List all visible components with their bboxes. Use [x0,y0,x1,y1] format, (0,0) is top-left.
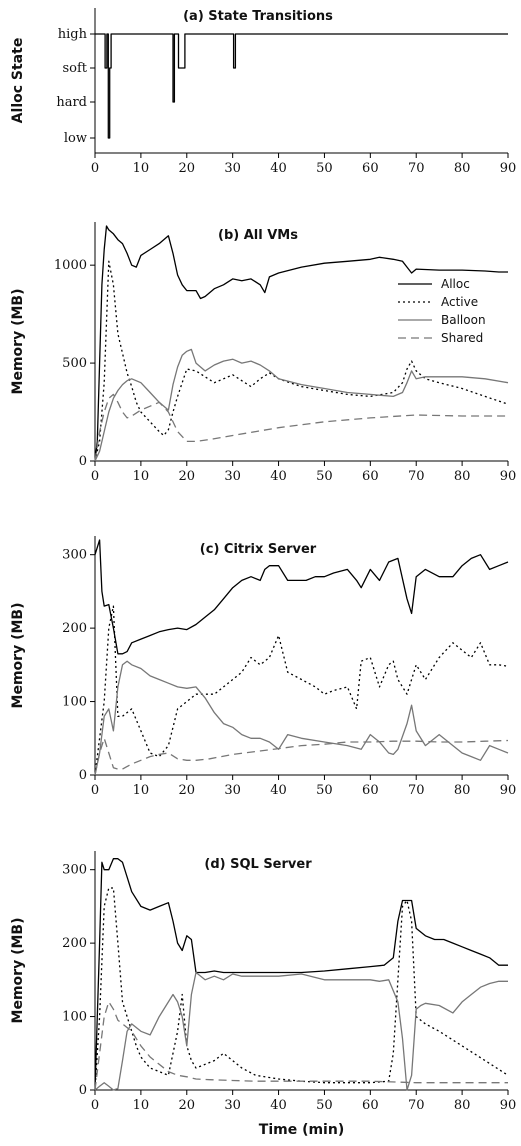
chart-title: (c) Citrix Server [200,542,317,557]
y-axis-label: Memory (MB) [10,603,26,709]
legend-label-balloon: Balloon [441,313,486,327]
series-line-balloon [94,971,508,1091]
x-tick-label: 70 [408,1098,425,1113]
panel-d: 0 10 20 30 40 50 60 70 80 90 0 100 200 300 Memory (MB)… [10,851,516,1138]
x-tick-label: 50 [316,161,333,176]
x-tick-label: 50 [316,1098,333,1113]
x-tick-label: 80 [454,161,471,176]
series-line-shared [94,393,508,462]
x-axis-label: Time (min) [259,1122,344,1138]
chart-title: (d) SQL Server [204,857,312,872]
x-tick-label: 80 [454,783,471,798]
x-tick-label: 60 [362,469,379,484]
y-tick-label: 0 [79,768,87,783]
x-tick-label: 50 [316,783,333,798]
series-line-balloon [94,660,509,776]
y-tick-label: 200 [62,621,87,636]
x-tick-label: 50 [316,469,333,484]
y-axis-label: Memory (MB) [10,289,26,395]
x-tick-label: 80 [454,469,471,484]
panel-a: 0 10 20 30 40 50 60 70 80 90 low hard soft high Alloc … [10,8,516,176]
x-tick-label: 30 [224,1098,241,1113]
x-tick-label: 10 [133,161,150,176]
x-tick-label: 10 [133,469,150,484]
x-tick-label: 90 [500,783,517,798]
series-line-alloc [94,225,508,462]
y-tick-label: low [64,131,87,146]
x-tick-label: 90 [500,1098,517,1113]
y-axis-label: Memory (MB) [10,918,26,1024]
x-tick-label: 40 [270,783,287,798]
x-tick-label: 90 [500,469,517,484]
y-tick-label: 100 [62,695,87,710]
x-tick-label: 20 [179,161,196,176]
y-tick-label: 0 [79,454,87,469]
x-tick-label: 90 [500,161,517,176]
series-line-alloc [94,858,508,1091]
series-line-active [94,605,509,776]
x-tick-label: 20 [179,469,196,484]
x-tick-label: 40 [270,469,287,484]
x-tick-label: 60 [362,1098,379,1113]
y-tick-label: 300 [62,548,87,563]
x-tick-label: 0 [91,161,99,176]
x-tick-label: 40 [270,1098,287,1113]
x-tick-label: 40 [270,161,287,176]
y-tick-label: hard [56,95,87,110]
y-tick-label: 1000 [54,258,87,273]
legend-label-alloc: Alloc [441,277,470,291]
series-line-shared [94,1001,508,1091]
y-tick-label: high [58,27,88,42]
series-line-active [94,887,509,1091]
x-tick-label: 30 [224,161,241,176]
x-tick-label: 70 [408,161,425,176]
y-tick-label: 300 [62,863,87,878]
chart-title: (a) State Transitions [183,9,333,24]
legend-label-active: Active [441,295,478,309]
x-tick-label: 70 [408,469,425,484]
x-tick-label: 60 [362,161,379,176]
legend-label-shared: Shared [441,331,483,345]
series-line-active [94,260,509,462]
y-tick-label: 200 [62,936,87,951]
x-tick-label: 60 [362,783,379,798]
y-tick-label: 500 [62,356,87,371]
x-tick-label: 30 [224,783,241,798]
x-tick-label: 10 [133,1098,150,1113]
x-tick-label: 70 [408,783,425,798]
x-tick-label: 30 [224,469,241,484]
series-line-alloc [94,539,509,655]
chart-title: (b) All VMs [218,228,298,243]
y-tick-label: 0 [79,1083,87,1098]
x-tick-label: 20 [179,783,196,798]
y-axis-label: Alloc State [10,38,26,124]
panel-b: 0 10 20 30 40 50 60 70 80 90 0 500 1000 Memory (MB) (b… [10,222,516,484]
series-line-state [95,33,508,139]
series-line-shared [94,737,509,776]
x-tick-label: 80 [454,1098,471,1113]
panel-c: 0 10 20 30 40 50 60 70 80 90 0 100 200 300 Memory (MB)… [10,536,516,798]
y-tick-label: 100 [62,1010,87,1025]
x-tick-label: 20 [179,1098,196,1113]
x-tick-label: 0 [91,469,99,484]
x-tick-label: 0 [91,783,99,798]
y-tick-label: soft [62,61,87,76]
x-tick-label: 0 [91,1098,99,1113]
series-line-balloon [94,348,509,462]
x-tick-label: 10 [133,783,150,798]
